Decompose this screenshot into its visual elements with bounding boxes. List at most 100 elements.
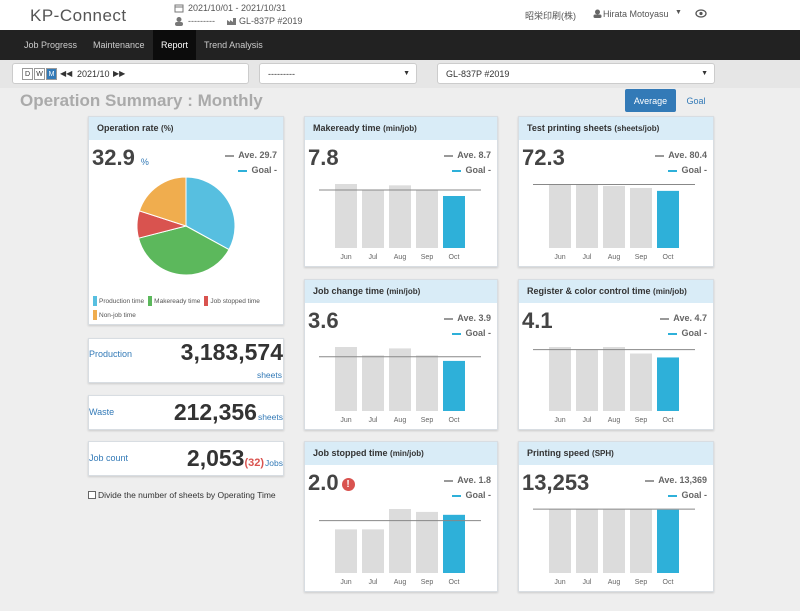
mode-button[interactable]: W — [34, 68, 45, 80]
legend-goal-value: - — [704, 165, 707, 175]
legend-label: Production time — [99, 298, 145, 305]
select-text: GL-837P #2019 — [446, 69, 510, 79]
bar-chart: Jun Jul Aug Sep Oct — [533, 508, 695, 586]
card-unit: (%) — [161, 124, 174, 133]
bar-chart: Jun Jul Aug Sep Oct — [319, 184, 481, 261]
nav-tab[interactable]: Report — [153, 30, 197, 60]
legend-goal-label: Goal — [681, 328, 702, 338]
legend-average: Ave. 13,369 — [645, 475, 707, 485]
bar — [576, 509, 598, 573]
select-operator[interactable]: --------- ▼ — [259, 63, 417, 84]
card-header: Test printing sheets (sheets/job) — [519, 117, 713, 140]
average-button[interactable]: Average — [625, 89, 676, 112]
next-arrow[interactable]: ▶▶ — [113, 69, 126, 78]
card-value-row: 72.3 — [522, 145, 565, 171]
card-unit: (min/job) — [383, 124, 417, 133]
chart-card: Printing speed (SPH) 13,253 Ave. 13,369 Goa… — [518, 441, 714, 592]
legend-goal-label: Goal — [681, 165, 702, 175]
checkbox-row[interactable]: Divide the number of sheets by Operating… — [88, 489, 288, 501]
nav-tab[interactable]: Maintenance — [93, 40, 145, 50]
card-value-row: 3.6 — [308, 308, 339, 334]
x-label: Aug — [608, 417, 621, 424]
chart-card: Register & color control time (min/job) 4… — [518, 279, 714, 430]
bar — [657, 509, 679, 573]
card-header: Register & color control time (min/job) — [519, 280, 713, 303]
legend-average: Ave. 8.7 — [444, 150, 491, 160]
bar — [389, 348, 411, 411]
legend-swatch — [444, 154, 454, 157]
user[interactable]: Hirata Motoyasu — [603, 9, 669, 19]
legend-label: Non-job time — [99, 312, 136, 319]
stat-label: Job count — [89, 453, 129, 463]
caret: ▼ — [701, 70, 708, 77]
mode-button[interactable]: M — [46, 68, 57, 80]
legend-average-label: Ave. — [238, 150, 257, 160]
legend-swatch — [452, 169, 462, 172]
operator: --------- — [188, 16, 215, 26]
x-label: Jul — [583, 254, 592, 261]
bar — [362, 529, 384, 573]
stat-unit: sheets — [256, 370, 282, 380]
nav-tab[interactable]: Job Progress — [24, 40, 78, 50]
legend-item: Production time — [93, 295, 144, 309]
x-label: Jul — [583, 417, 592, 424]
card-value: 7.8 — [308, 145, 339, 170]
legend-average: Ave. 3.9 — [444, 313, 491, 323]
x-label: Aug — [394, 579, 407, 586]
legend-swatch — [93, 310, 97, 321]
legend-average: Ave. 1.8 — [444, 475, 491, 485]
bar-chart: Jun Jul Aug Sep Oct — [319, 509, 481, 586]
card-title: Register & color control time — [527, 286, 651, 296]
card-value-row: 32.9% — [92, 145, 149, 171]
card-value-unit: % — [140, 157, 149, 167]
legend-average-value: 1.8 — [478, 475, 491, 485]
card-title: Printing speed — [527, 448, 590, 458]
legend-swatch — [668, 332, 678, 335]
user-icon — [593, 9, 602, 18]
legend-item: Makeready time — [148, 295, 200, 309]
pie-legend: Production time Makeready time Job stopped… — [93, 295, 279, 323]
x-label: Jun — [340, 254, 351, 261]
legend-item: Non-job time — [93, 309, 136, 323]
logo: KP-Connect — [30, 6, 127, 25]
legend-goal: Goal - — [452, 328, 491, 338]
x-label: Oct — [663, 579, 674, 586]
stat-extra: (32) — [244, 457, 265, 469]
bar — [603, 347, 625, 411]
nav-tab[interactable]: Trend Analysis — [204, 40, 263, 50]
mode-button[interactable]: D — [22, 68, 33, 80]
x-label: Aug — [608, 579, 621, 586]
x-label: Sep — [421, 417, 434, 424]
header: KP-Connect 2021/10/01 - 2021/10/31 -----… — [0, 0, 800, 30]
legend-swatch — [668, 494, 678, 497]
x-label: Jun — [554, 254, 565, 261]
legend-swatch — [148, 296, 153, 307]
stat-card: Production 3,183,574 sheets — [88, 338, 284, 383]
card-value: 32.9 — [92, 145, 135, 170]
card-value: 72.3 — [522, 145, 565, 170]
eye-icon[interactable] — [695, 9, 707, 18]
x-label: Oct — [663, 417, 674, 424]
legend-item: Job stopped time — [204, 295, 260, 309]
legend-swatch — [452, 332, 462, 335]
user-caret[interactable]: ▼ — [675, 9, 682, 16]
legend-swatch — [645, 479, 655, 482]
stat-value-row: 2,053(32)Jobs — [187, 445, 283, 472]
stat-value: 212,356 — [173, 399, 257, 425]
x-label: Sep — [421, 579, 434, 586]
card-value: 2.0 — [308, 470, 339, 495]
checkbox[interactable] — [88, 491, 96, 499]
legend-goal: Goal - — [452, 490, 491, 500]
card-header: Printing speed (SPH) — [519, 442, 713, 465]
goal-button[interactable]: Goal — [686, 96, 706, 106]
month: 2021/10 — [77, 69, 110, 79]
select-machine[interactable]: GL-837P #2019 ▼ — [437, 63, 715, 84]
legend-average-value: 3.9 — [478, 313, 491, 323]
bar — [389, 185, 411, 248]
pie-slice — [138, 176, 187, 227]
prev-arrow[interactable]: ◀◀ — [60, 69, 73, 78]
card-unit: (min/job) — [386, 287, 421, 296]
legend-goal-label: Goal — [251, 165, 272, 175]
card-value-row: 2.0! — [308, 470, 355, 496]
